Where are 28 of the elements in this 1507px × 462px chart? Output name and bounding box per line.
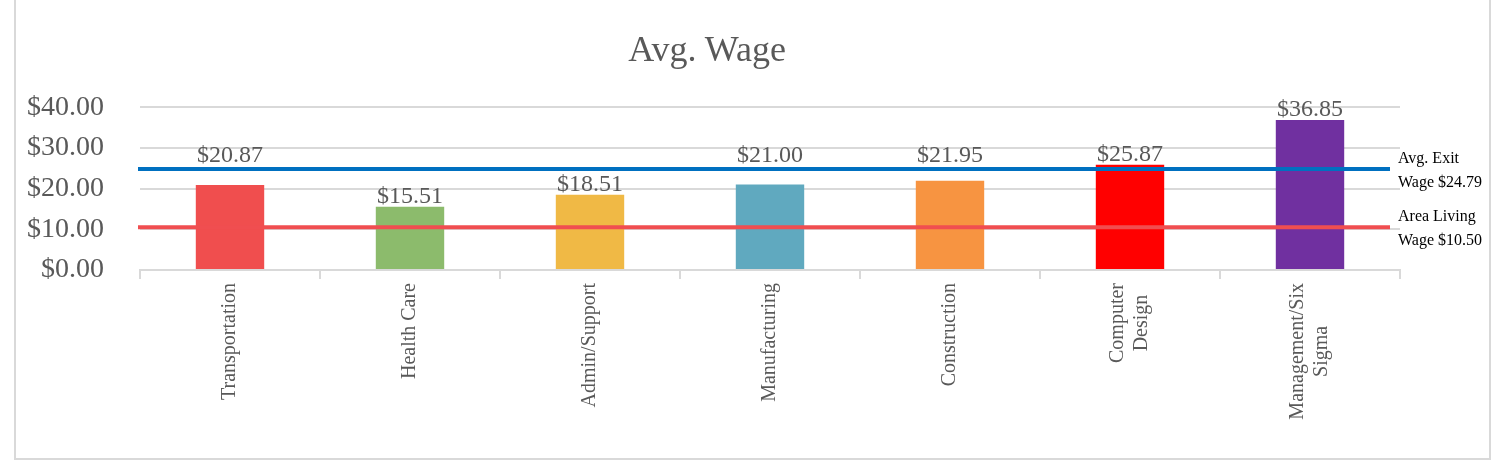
data-label: $21.95: [917, 141, 983, 168]
bar: [1275, 120, 1345, 269]
x-tick-label: Transportation: [217, 283, 241, 401]
data-label: $18.51: [557, 169, 623, 196]
x-tick-label: Admin/Support: [577, 282, 601, 408]
bar: [915, 180, 985, 269]
data-label: $15.51: [377, 181, 443, 208]
bar: [555, 194, 625, 269]
y-tick-label: $30.00: [27, 130, 104, 162]
x-tick-label: Manufacturing: [757, 282, 781, 402]
x-tick-label: Computer Design: [1105, 282, 1153, 363]
bar: [1095, 164, 1165, 269]
chart-title: Avg. Wage: [628, 29, 786, 70]
y-tick-label: $10.00: [27, 211, 104, 243]
data-label: $21.00: [737, 141, 803, 168]
data-label: $25.87: [1097, 139, 1163, 166]
y-tick-label: $0.00: [41, 252, 104, 284]
x-tick-label: Construction: [937, 282, 960, 387]
data-label: $20.87: [197, 141, 263, 168]
x-tick-label: Management/Six Sigma: [1285, 283, 1333, 420]
y-tick-label: $40.00: [27, 89, 104, 121]
data-label: $36.85: [1277, 95, 1343, 122]
bar: [735, 184, 805, 269]
y-tick-label: $20.00: [27, 170, 104, 202]
x-tick-label: Health Care: [397, 282, 420, 380]
ref-line-label: Avg. Exit Wage $24.79: [1398, 149, 1483, 192]
ref-line-label: Area Living Wage $10.50: [1398, 207, 1483, 250]
bar: [375, 206, 445, 269]
